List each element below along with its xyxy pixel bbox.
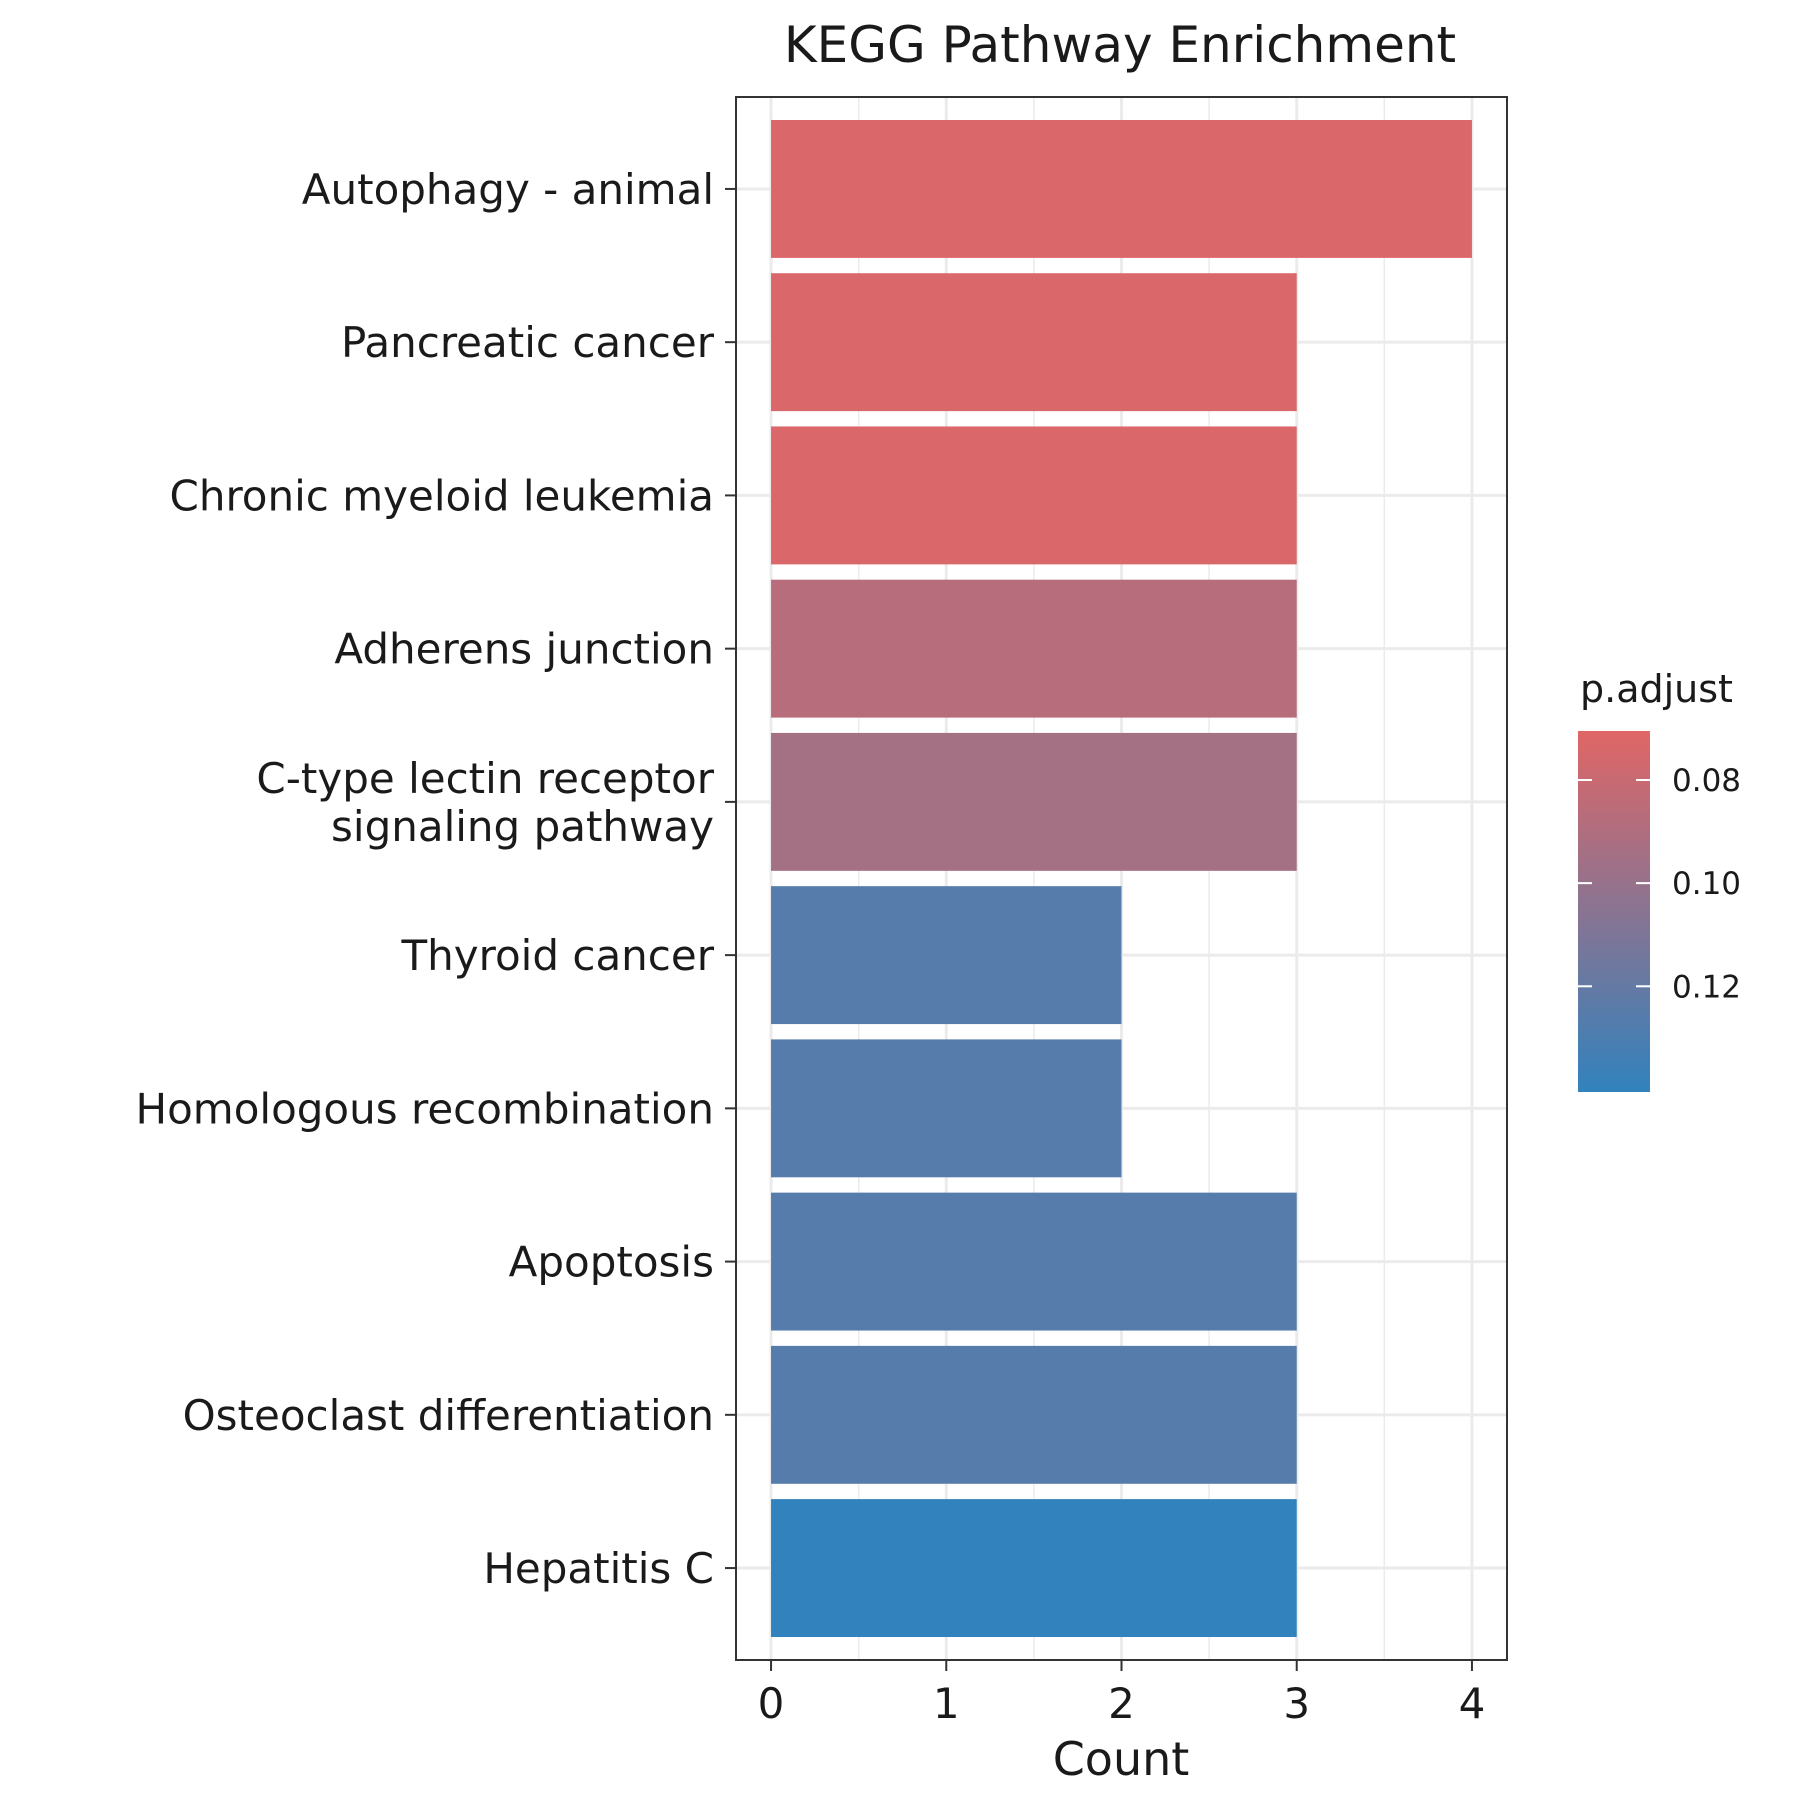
bar — [771, 426, 1297, 565]
y-tick-label: Osteoclast differentiation — [183, 1391, 714, 1440]
x-tick-label: 1 — [933, 1679, 960, 1728]
bar — [771, 886, 1122, 1025]
legend-ticks: 0.08 0.10 0.12 — [1578, 763, 1741, 1005]
y-tick-label: Adherens junction — [334, 625, 714, 674]
legend-title: p.adjust — [1580, 667, 1733, 711]
y-tick-label: signaling pathway — [331, 802, 714, 851]
y-tick-label: Pancreatic cancer — [341, 318, 715, 367]
y-tick-label: Chronic myeloid leukemia — [170, 471, 714, 520]
bar — [771, 119, 1472, 258]
x-tick-label: 0 — [758, 1679, 785, 1728]
bar — [771, 1345, 1297, 1484]
bar — [771, 1499, 1297, 1638]
y-axis: Autophagy - animal Pancreatic cancer Chron… — [136, 165, 736, 1593]
chart-title: KEGG Pathway Enrichment — [784, 16, 1456, 74]
legend-colorbar — [1578, 731, 1650, 1092]
legend-tick-label: 0.08 — [1672, 763, 1741, 799]
bars — [771, 119, 1472, 1638]
x-tick-label: 4 — [1459, 1679, 1486, 1728]
bar — [771, 1192, 1297, 1331]
y-tick-label: Thyroid cancer — [401, 931, 715, 980]
y-tick-label: Apoptosis — [509, 1238, 714, 1287]
bar — [771, 579, 1297, 718]
legend: p.adjust 0.08 0.10 0.12 — [1578, 667, 1741, 1092]
x-axis-title: Count — [1053, 1732, 1190, 1786]
y-tick-label: C-type lectin receptor — [256, 754, 714, 803]
x-axis: 0 1 2 3 4 — [758, 1660, 1486, 1728]
x-tick-label: 3 — [1283, 1679, 1310, 1728]
legend-tick-label: 0.12 — [1672, 969, 1741, 1005]
x-tick-label: 2 — [1108, 1679, 1135, 1728]
y-tick-label: Homologous recombination — [136, 1084, 714, 1133]
bar — [771, 273, 1297, 412]
bar — [771, 732, 1297, 871]
plot-area — [735, 96, 1508, 1661]
y-tick-label: Autophagy - animal — [302, 165, 714, 214]
bar — [771, 1039, 1122, 1178]
legend-tick-label: 0.10 — [1672, 866, 1741, 902]
y-tick-label: Hepatitis C — [483, 1544, 714, 1593]
